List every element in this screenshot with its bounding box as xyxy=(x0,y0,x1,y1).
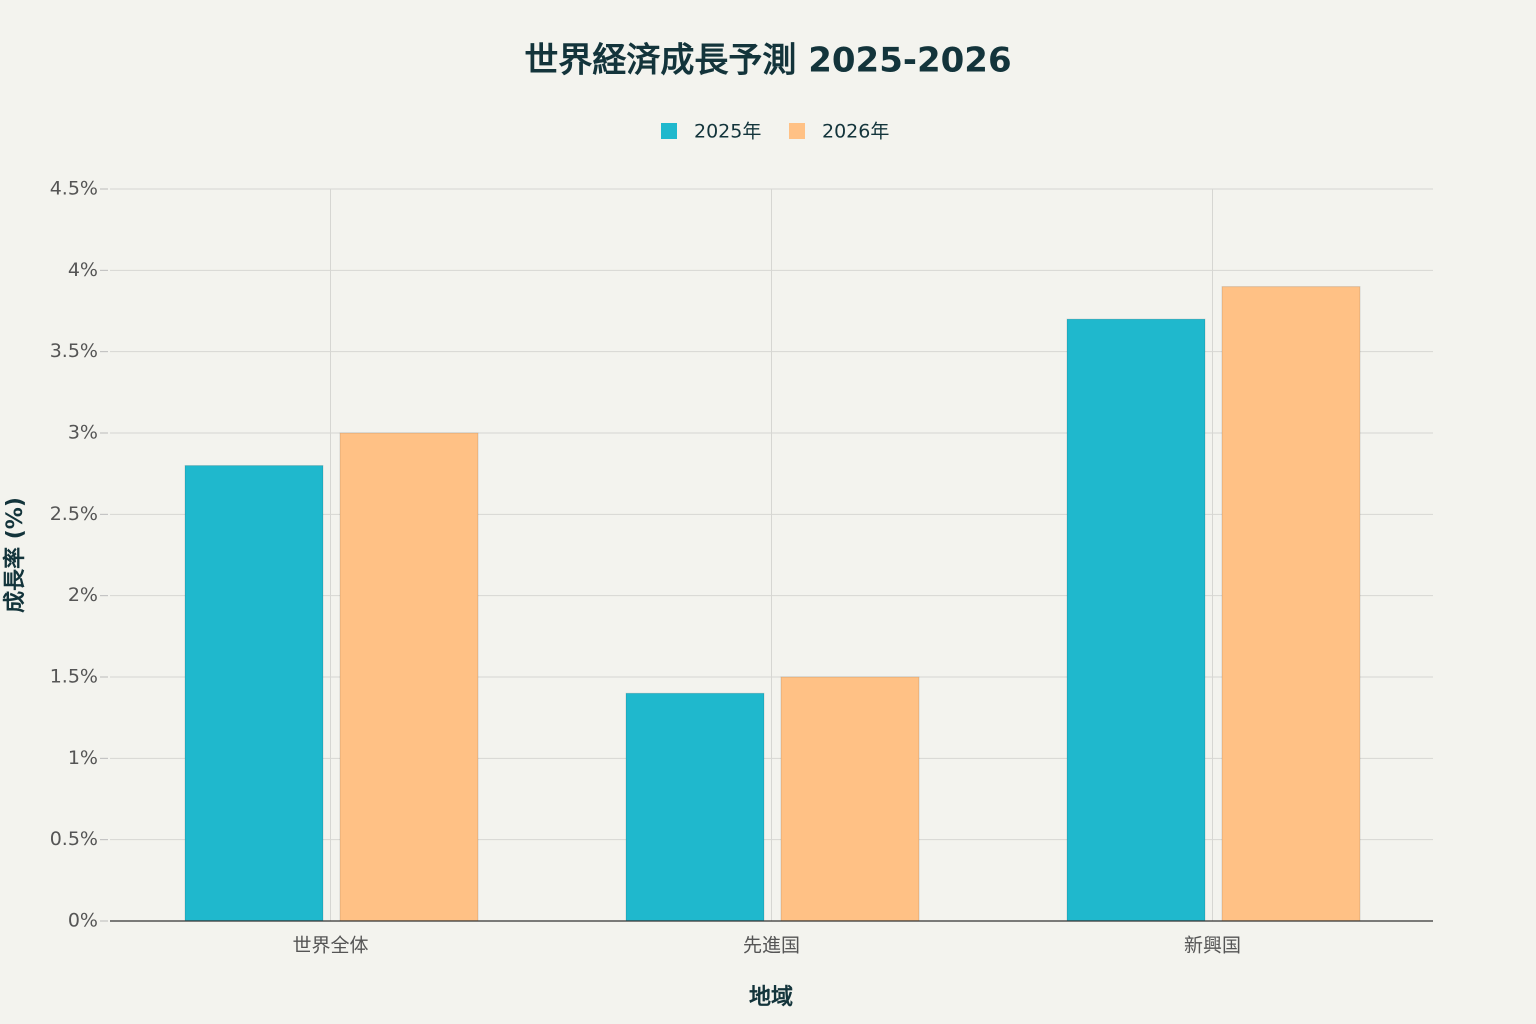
legend-label: 2025年 xyxy=(694,121,761,143)
legend-swatch xyxy=(789,123,805,139)
bar xyxy=(1221,286,1361,922)
bar xyxy=(184,465,324,922)
y-tick-label: 0% xyxy=(68,910,98,932)
y-tick-label: 2% xyxy=(68,584,98,606)
y-tick-label: 4% xyxy=(68,259,98,281)
x-axis-title: 地域 xyxy=(749,984,793,1010)
legend-label: 2026年 xyxy=(822,121,889,143)
y-tick-label: 3.5% xyxy=(50,340,98,362)
y-tick-label: 3% xyxy=(68,422,98,444)
x-tick-label: 世界全体 xyxy=(292,935,368,957)
bar xyxy=(339,432,479,922)
legend-swatch xyxy=(661,123,677,139)
bar xyxy=(780,676,920,922)
y-tick-label: 0.5% xyxy=(50,828,98,850)
x-tick-label: 新興国 xyxy=(1184,935,1241,957)
bar xyxy=(1066,318,1206,922)
y-tick-label: 2.5% xyxy=(50,503,98,525)
y-axis-title: 成長率 (%) xyxy=(2,497,28,613)
chart-title: 世界経済成長予測 2025-2026 xyxy=(524,41,1011,81)
bar xyxy=(625,692,765,922)
y-tick-label: 1.5% xyxy=(50,666,98,688)
y-tick-label: 4.5% xyxy=(50,178,98,200)
y-tick-label: 1% xyxy=(68,747,98,769)
x-tick-label: 先進国 xyxy=(743,935,800,957)
